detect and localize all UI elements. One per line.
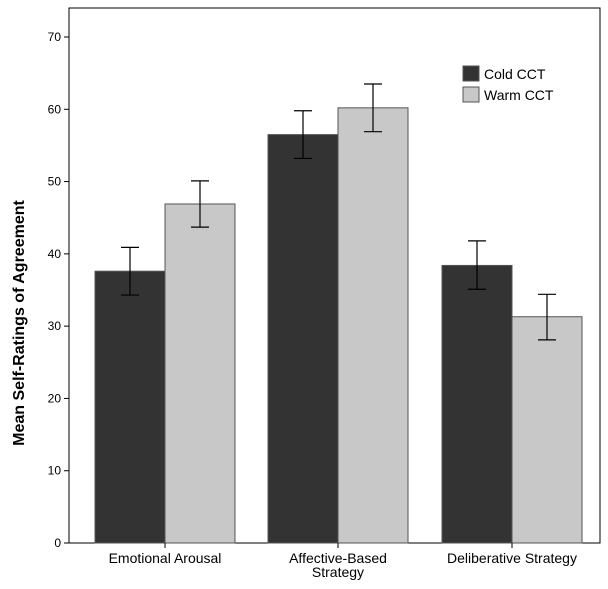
legend: Cold CCT Warm CCT: [462, 65, 554, 103]
bar: [267, 134, 339, 544]
y-axis-label: Mean Self-Ratings of Agreement: [11, 200, 28, 446]
legend-swatch: [462, 65, 480, 82]
y-tick-label: 50: [48, 175, 62, 189]
bar: [441, 264, 513, 544]
x-tick-label-line: Affective-Based: [289, 550, 387, 566]
bar: [94, 270, 166, 544]
y-tick-label: 20: [48, 391, 62, 405]
y-tick-label: 60: [48, 102, 62, 116]
x-tick-label: Emotional Arousal: [109, 550, 222, 566]
x-tick-label-line: Strategy: [312, 564, 364, 580]
x-tick-label-line: Deliberative Strategy: [447, 550, 577, 566]
bar: [511, 316, 583, 544]
legend-label: Cold CCT: [484, 66, 546, 82]
error-bars: [121, 83, 556, 341]
y-tick-label: 30: [48, 319, 62, 333]
legend-label: Warm CCT: [484, 87, 554, 103]
bar: [337, 107, 409, 544]
x-tick-label: Affective-Based Strategy: [289, 550, 387, 580]
bar: [164, 203, 236, 544]
y-tick-label: 0: [54, 536, 61, 550]
y-tick-label: 70: [48, 30, 62, 44]
legend-swatch: [462, 86, 480, 103]
x-tick-label-line: Emotional Arousal: [109, 550, 222, 566]
x-tick-labels: Emotional Arousal Affective-Based Strategy…: [109, 543, 577, 580]
x-tick-label: Deliberative Strategy: [447, 550, 577, 566]
bars: [94, 107, 583, 544]
y-tick-label: 10: [48, 464, 62, 478]
y-tick-label: 40: [48, 247, 62, 261]
